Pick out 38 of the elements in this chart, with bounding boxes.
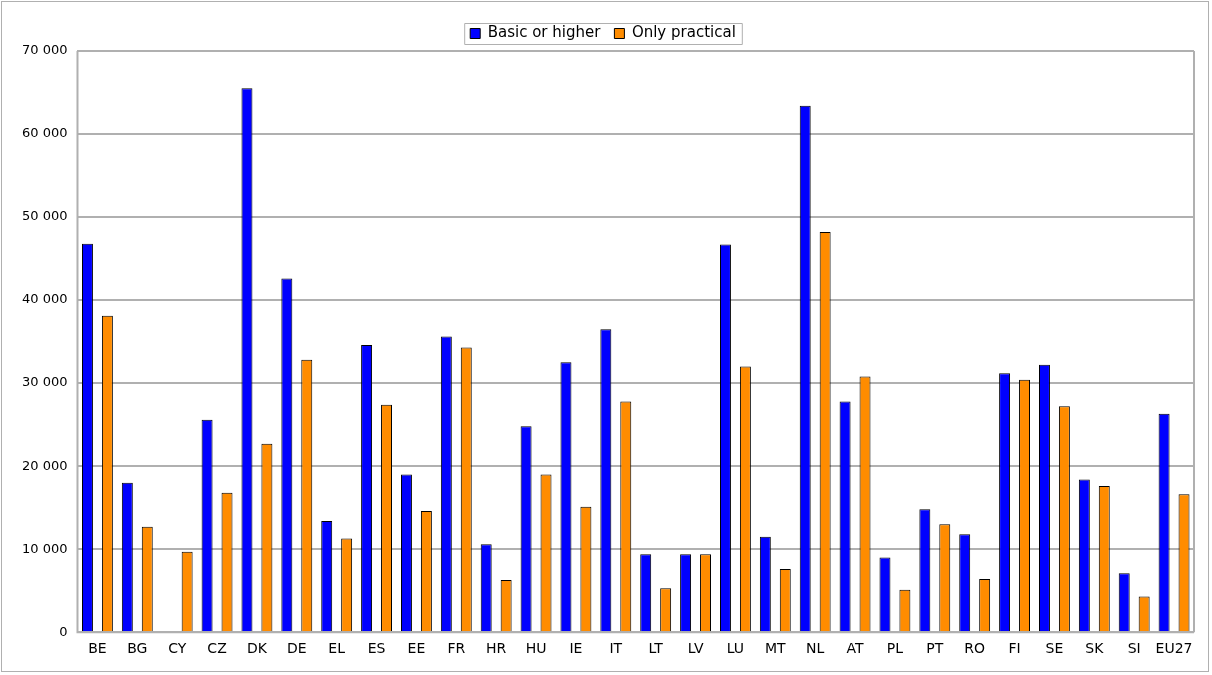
x-tick-label: FR bbox=[447, 640, 466, 657]
x-tick-label: SE bbox=[1045, 640, 1064, 657]
x-tick-label: BE bbox=[88, 640, 107, 657]
x-tick-label: AT bbox=[846, 640, 865, 657]
x-tick-label: MT bbox=[764, 640, 787, 657]
x-tick-label: RO bbox=[964, 640, 986, 657]
x-tick-label: IE bbox=[569, 640, 583, 657]
x-tick-label: IT bbox=[609, 640, 623, 657]
y-tick-label: 60 000 bbox=[21, 125, 68, 141]
x-tick-label: DE bbox=[286, 640, 307, 657]
x-tick-label: LV bbox=[687, 640, 704, 657]
x-tick-label: LT bbox=[648, 640, 664, 657]
x-tick-label: SK bbox=[1085, 640, 1105, 657]
y-tick-label: 0 bbox=[59, 623, 68, 639]
y-tick-label: 40 000 bbox=[21, 291, 68, 307]
x-tick-label: EU27 bbox=[1155, 640, 1193, 657]
x-tick-label: FI bbox=[1008, 640, 1021, 657]
x-tick-label: ES bbox=[367, 640, 386, 657]
x-tick-label: PL bbox=[886, 640, 904, 657]
x-tick-label: CY bbox=[168, 640, 187, 657]
legend-label: Only practical bbox=[631, 23, 736, 42]
y-tick-label: 20 000 bbox=[21, 457, 68, 473]
x-tick-label: CZ bbox=[207, 640, 227, 657]
x-tick-label: LU bbox=[726, 640, 745, 657]
x-tick-label: HU bbox=[525, 640, 547, 657]
x-tick-label: EE bbox=[407, 640, 426, 657]
y-tick-label: 10 000 bbox=[21, 540, 68, 556]
x-tick-label: BG bbox=[127, 640, 148, 657]
legend-label: Basic or higher bbox=[487, 23, 602, 42]
y-tick-label: 50 000 bbox=[21, 208, 68, 224]
x-tick-label: HR bbox=[486, 640, 507, 657]
x-tick-label: NL bbox=[806, 640, 825, 657]
y-tick-label: 70 000 bbox=[21, 42, 68, 58]
x-tick-label: SI bbox=[1127, 640, 1141, 657]
x-tick-label: EL bbox=[328, 640, 346, 657]
x-tick-label: PT bbox=[926, 640, 944, 657]
x-tick-label: DK bbox=[246, 640, 268, 657]
y-tick-label: 30 000 bbox=[21, 374, 68, 390]
